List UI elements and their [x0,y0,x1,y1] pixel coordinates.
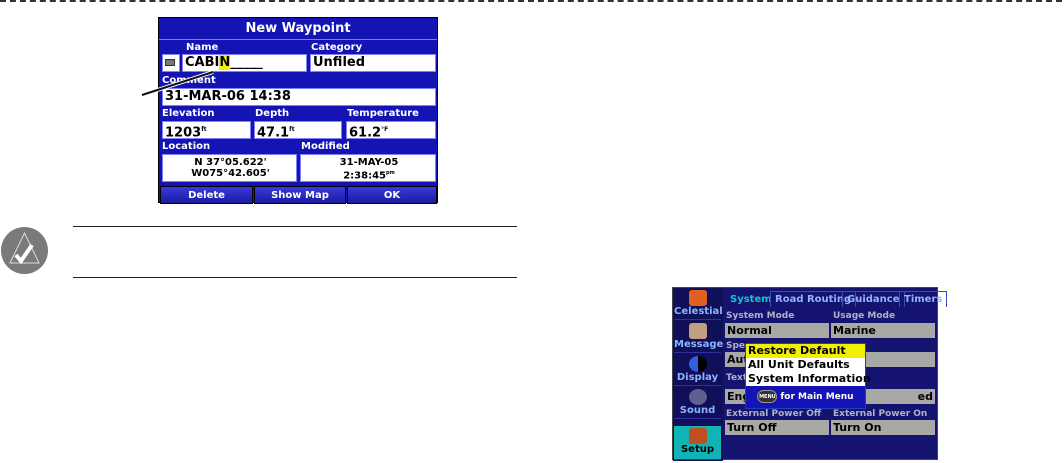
delete-button[interactable]: Delete [160,186,253,204]
modified-label: Modified [301,141,350,152]
menu-item-all-unit-defaults[interactable]: All Unit Defaults [748,358,850,371]
menu-footer: MENU for Main Menu [746,386,865,408]
elevation-field[interactable]: 1203ft [162,121,251,139]
page-header-divider [0,0,1062,2]
speaker-icon [688,389,707,405]
usage-mode-field[interactable]: Marine [831,323,935,338]
external-power-on-field[interactable]: Turn On [831,420,935,435]
message-icon [688,323,707,339]
sidebar-item-setup[interactable]: Setup [674,426,721,460]
sidebar-item-message[interactable]: Message [674,321,723,353]
name-label: Name [186,42,219,53]
tab-timers[interactable]: Timers [899,291,948,307]
options-menu: Restore Default All Unit Defaults System… [745,343,871,409]
ok-button[interactable]: OK [347,186,437,204]
location-label: Location [162,141,211,152]
menu-item-restore-default[interactable]: Restore Default [746,344,865,358]
system-mode-field[interactable]: Normal [725,323,829,338]
celestial-icon [688,290,707,306]
category-field[interactable]: Unfiled [310,54,436,72]
location-field[interactable]: N 37°05.622' W075°42.605' [162,154,297,182]
note-bottom-rule [73,277,517,278]
display-icon [688,356,707,372]
temperature-field[interactable]: 61.2°F [346,121,436,139]
note-icon [1,227,48,274]
waypoint-flag-icon [165,59,175,66]
external-power-off-label: External Power Off [726,409,822,419]
show-map-button[interactable]: Show Map [254,186,346,204]
tab-road-routing[interactable]: Road Routing [770,291,857,307]
elevation-label: Elevation [162,108,215,119]
menu-key-icon: MENU [757,390,778,403]
speed-label: Spee [726,341,752,351]
screen-title: New Waypoint [159,18,437,40]
note-top-rule [73,226,517,227]
comment-field[interactable]: 31-MAR-06 14:38 [162,88,436,106]
sidebar-item-celestial[interactable]: Celestial [674,288,723,320]
tab-system[interactable]: System [730,294,772,305]
sidebar-item-display[interactable]: Display [674,354,721,386]
sidebar-item-sound[interactable]: Sound [674,387,721,419]
system-mode-label: System Mode [726,311,795,321]
modified-field: 31-MAY-05 2:38:45pm [300,154,436,182]
name-field[interactable]: CABIN_____ [182,54,307,72]
main-menu-sidebar: Celestial Message Display Sound Setup [673,288,723,461]
depth-label: Depth [255,108,290,119]
menu-item-system-information[interactable]: System Information [748,372,871,385]
depth-field[interactable]: 47.1ft [254,121,342,139]
waypoint-symbol-button[interactable] [162,54,180,72]
external-power-off-field[interactable]: Turn Off [725,420,829,435]
text-label: Text [726,373,748,383]
external-power-on-label: External Power On [833,409,928,419]
usage-mode-label: Usage Mode [833,311,896,321]
new-waypoint-screen: New Waypoint Name CABIN_____ Category Un… [158,17,438,204]
category-label: Category [311,42,363,53]
temperature-label: Temperature [347,108,419,119]
tab-guidance[interactable]: Guidance [842,291,905,307]
wrench-icon [688,428,707,444]
